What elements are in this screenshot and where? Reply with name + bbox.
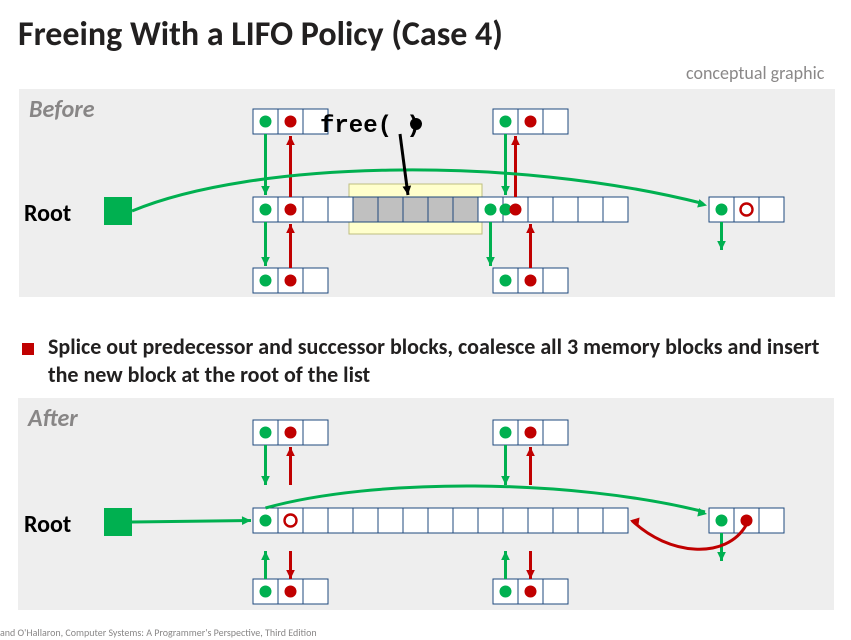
svg-text:free( ): free( ): [320, 113, 421, 140]
diagram-svg: free( ): [0, 0, 851, 640]
